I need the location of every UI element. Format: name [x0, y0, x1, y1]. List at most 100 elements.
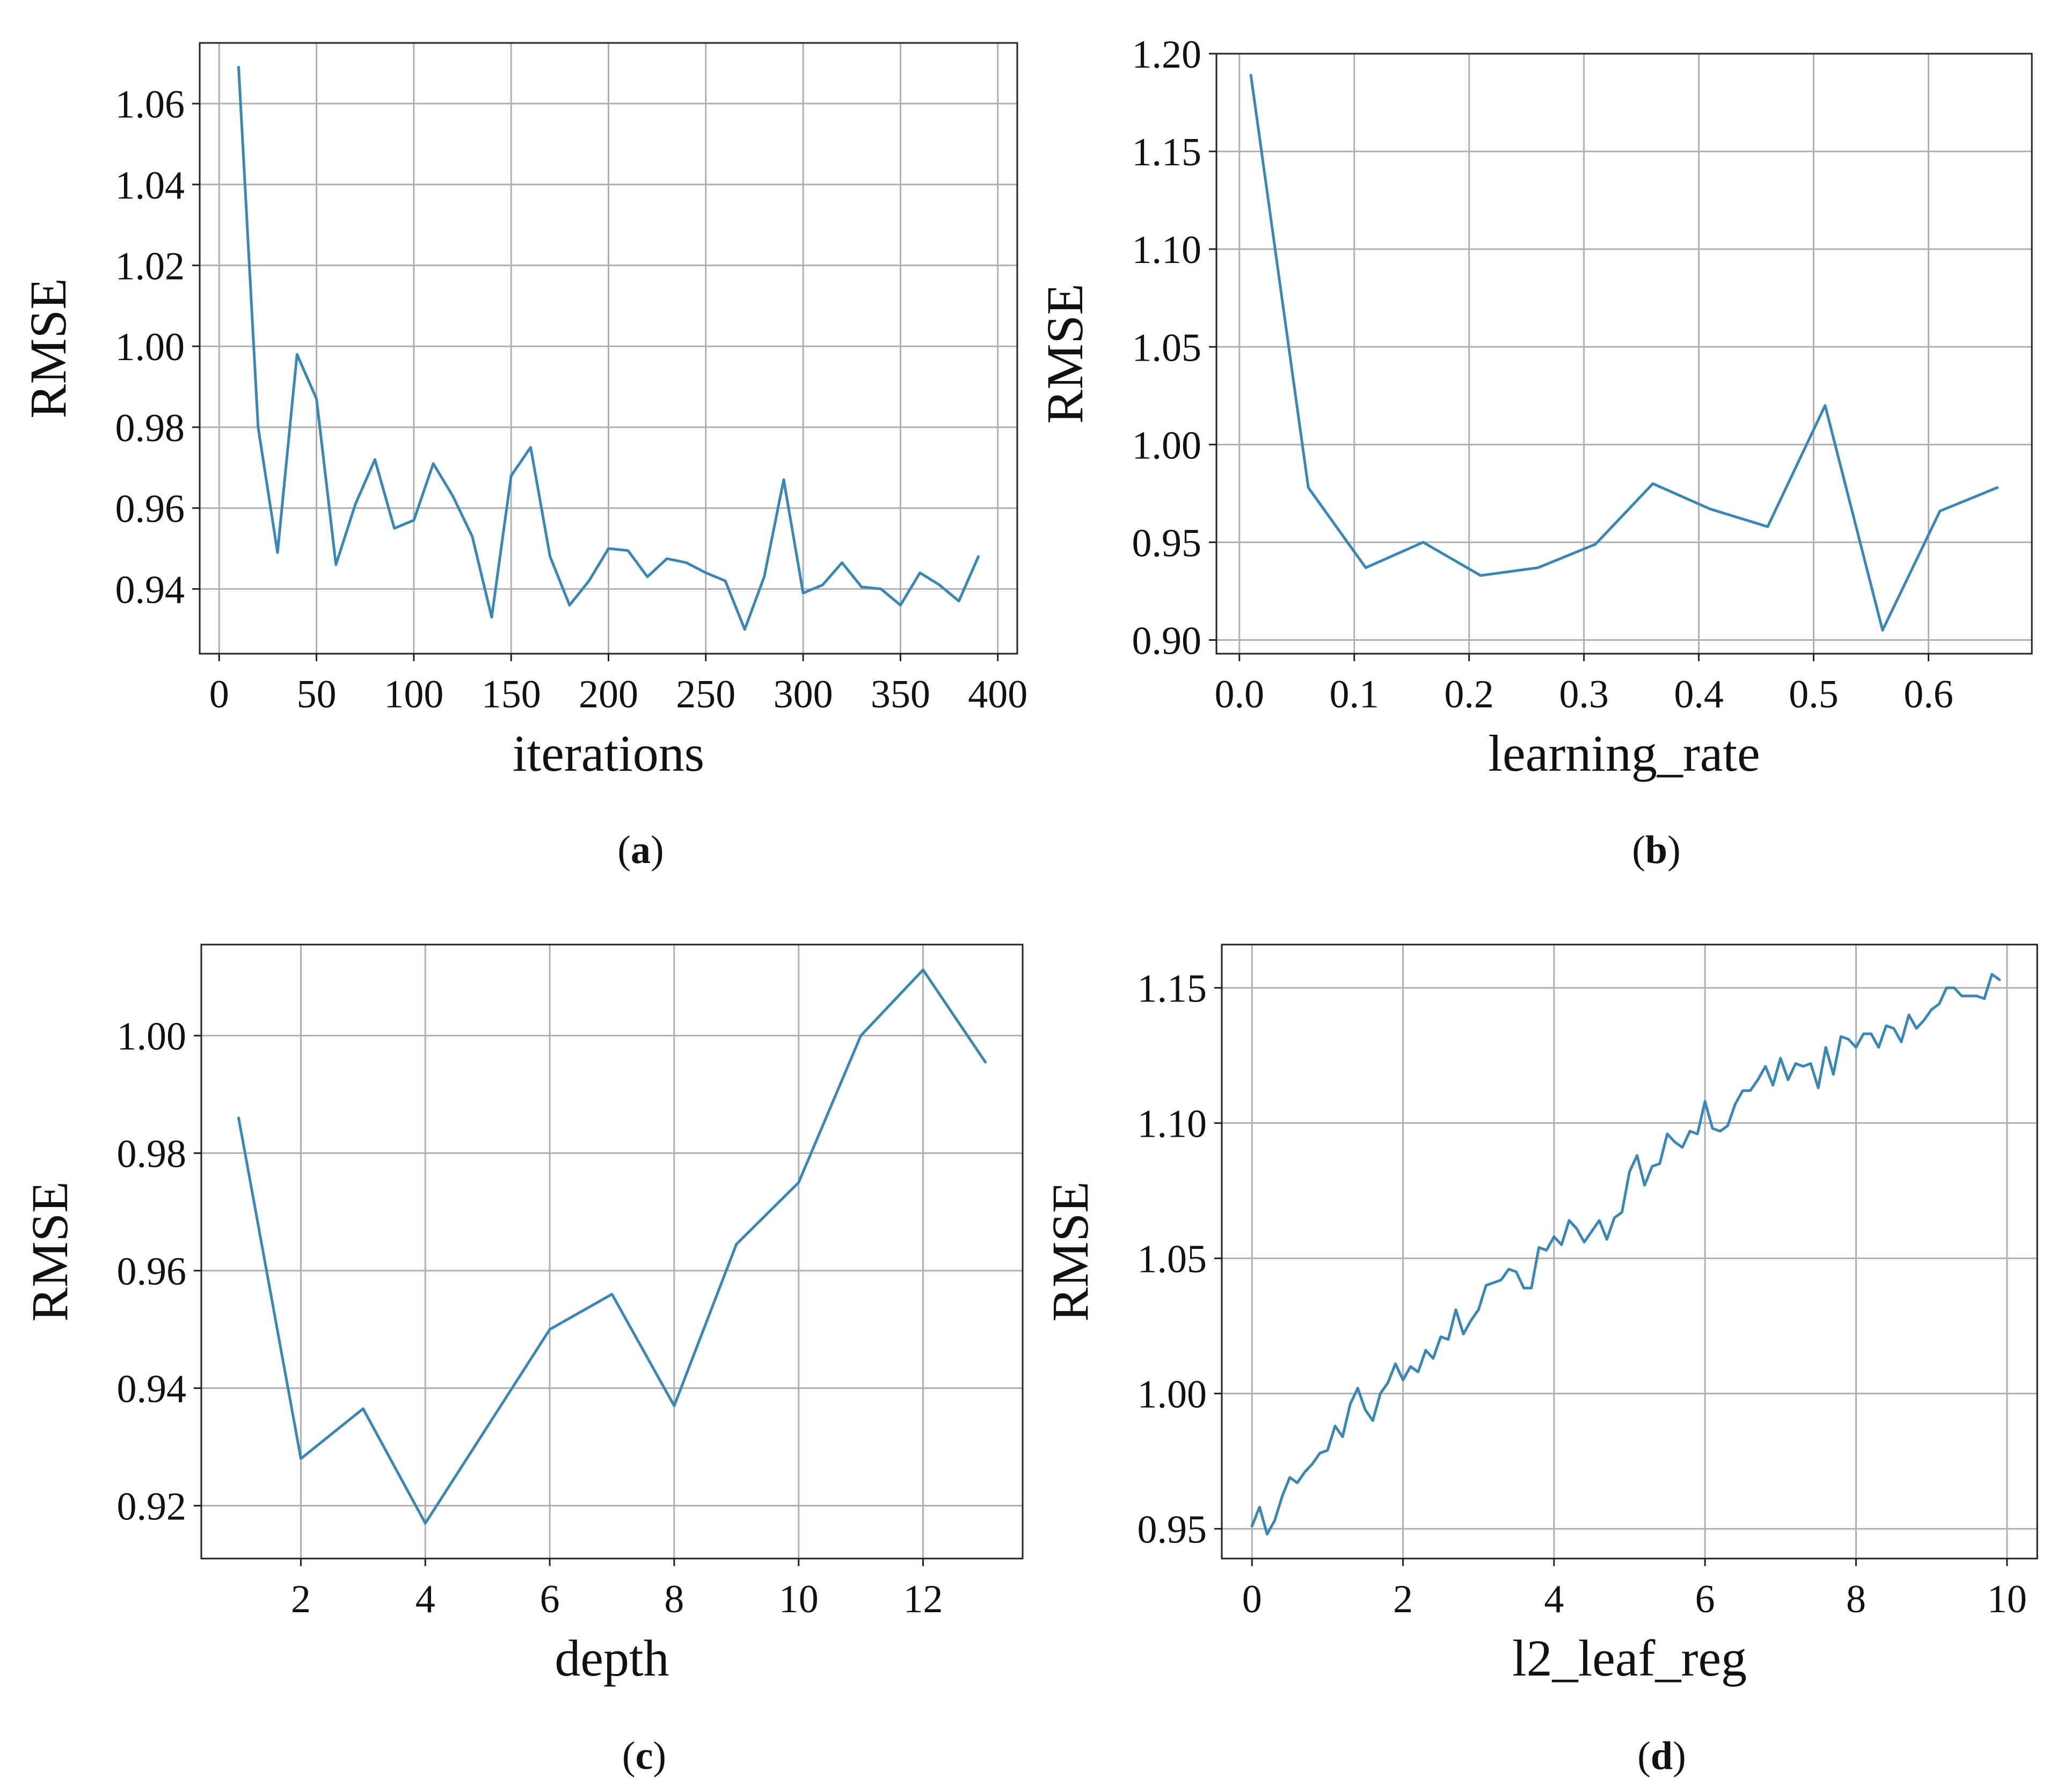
chart-d-data-point-80: [1855, 1047, 1857, 1049]
chart-d-data-point-69: [1772, 1084, 1774, 1086]
chart-b-y-tick-label-4: 1.10: [1132, 228, 1202, 272]
chart-a-data-point-0: [238, 66, 240, 68]
chart-d-data-point-5: [1289, 1476, 1291, 1479]
chart-d-data-point-92: [1945, 987, 1948, 989]
chart-a-x-tick-label-0: 0: [209, 672, 229, 716]
chart-a-data-point-25: [724, 580, 726, 582]
chart-c-y-axis-label: RMSE: [21, 1181, 78, 1321]
chart-b-data-point-8: [1709, 508, 1711, 510]
chart-c: 2 4 6 8 10 12 0.92 0.94 0.96 0.98 1.00 depth RMSE (c): [21, 943, 1024, 1778]
chart-c-data-point-3: [424, 1522, 426, 1524]
chart-d-data-point-31: [1485, 1284, 1487, 1286]
chart-a-y-tick-label-2: 0.98: [115, 406, 185, 450]
chart-d-data-point-8: [1311, 1463, 1314, 1465]
chart-b-y-tick-label-2: 1.00: [1132, 423, 1202, 467]
chart-d-data-point-62: [1719, 1130, 1721, 1132]
chart-d-data-point-15: [1364, 1409, 1366, 1411]
chart-a-data-point-6: [354, 503, 356, 505]
chart-d-x-axis-label: l2_leaf_reg: [1512, 1629, 1747, 1687]
chart-d-data-point-90: [1930, 1008, 1933, 1011]
chart-c-y-tick-label-2: 0.96: [117, 1250, 187, 1294]
chart-a-data-point-17: [568, 604, 571, 606]
chart-d-data-point-47: [1606, 1238, 1608, 1240]
chart-b-data-point-1: [1307, 486, 1309, 488]
chart-d-data-point-59: [1696, 1133, 1698, 1135]
chart-a-data-point-15: [529, 447, 531, 449]
chart-b-data-point-13: [1996, 486, 1999, 488]
chart-c-y-tick-label-3: 0.98: [117, 1132, 187, 1176]
chart-a-data-point-28: [783, 479, 785, 481]
chart-d-data-point-51: [1636, 1154, 1638, 1157]
chart-d-data-point-11: [1334, 1425, 1336, 1427]
chart-c-data-point-0: [238, 1117, 240, 1119]
chart-a-data-point-26: [743, 628, 746, 631]
chart-b-panel-letter: b: [1645, 828, 1667, 872]
chart-d-data-point-58: [1689, 1130, 1691, 1132]
chart-a-x-tick-label-8: 400: [968, 672, 1027, 716]
chart-c-series-line: [237, 968, 987, 1525]
chart-c-data-point-7: [673, 1405, 675, 1407]
chart-d-data-point-98: [1991, 973, 1993, 975]
chart-d-data-point-34: [1507, 1268, 1510, 1270]
chart-d-data-point-74: [1810, 1063, 1812, 1065]
chart-a-panel-letter: a: [631, 828, 651, 872]
chart-b-data-point-5: [1537, 567, 1539, 569]
chart-c-data-point-12: [984, 1061, 986, 1063]
chart-a-data-point-20: [627, 550, 629, 552]
chart-b-series-line: [1249, 74, 1999, 632]
chart-d-data-point-81: [1863, 1033, 1865, 1035]
chart-d-data-point-70: [1780, 1057, 1782, 1059]
chart-d-data-point-30: [1477, 1308, 1479, 1311]
chart-a-data-point-12: [471, 535, 473, 537]
chart-a-x-tick-label-7: 350: [871, 672, 930, 716]
chart-a-data-point-21: [646, 576, 648, 578]
chart-d-data-point-45: [1591, 1230, 1593, 1232]
chart-b-data-point-0: [1250, 74, 1252, 76]
chart-d-data-point-41: [1561, 1244, 1563, 1246]
chart-d-data-point-7: [1304, 1471, 1306, 1473]
chart-c-y-tick-label-0: 0.92: [117, 1484, 187, 1528]
chart-a-data-point-19: [608, 547, 610, 550]
chart-d-data-point-95: [1968, 995, 1970, 997]
chart-d-data-point-72: [1795, 1063, 1797, 1065]
chart-d-data-point-86: [1900, 1041, 1902, 1043]
chart-d-data-point-3: [1273, 1519, 1275, 1522]
chart-a-data-point-31: [841, 561, 843, 564]
chart-c-x-tick-label-5: 12: [903, 1577, 943, 1621]
chart-a-x-axis-label: iterations: [513, 725, 704, 782]
chart-d-data-point-2: [1266, 1533, 1268, 1535]
chart-d-data-point-20: [1402, 1379, 1404, 1381]
chart-d-data-point-57: [1681, 1146, 1683, 1149]
chart-a-data-point-8: [393, 527, 396, 529]
chart-a-y-tick-label-1: 0.96: [115, 487, 185, 531]
chart-d-data-point-42: [1568, 1219, 1570, 1222]
chart-d-data-point-17: [1379, 1393, 1381, 1395]
chart-a-data-point-35: [919, 572, 921, 574]
chart-d-data-point-28: [1462, 1333, 1464, 1335]
chart-d: 0 2 4 6 8 10 0.95 1.00 1.05 1.10 1.15 l2_leaf_reg RM…: [1041, 943, 2038, 1778]
chart-c-data-point-1: [300, 1458, 302, 1460]
chart-b-y-tick-label-5: 1.15: [1132, 130, 1202, 174]
chart-b-x-tick-label-0: 0.0: [1215, 672, 1265, 716]
chart-a-data-point-22: [666, 558, 668, 560]
chart-a-x-tick-label-6: 300: [774, 672, 833, 716]
chart-c-x-tick-label-3: 8: [664, 1577, 684, 1621]
chart-d-data-point-52: [1644, 1184, 1646, 1187]
chart-d-data-point-67: [1757, 1079, 1759, 1081]
chart-a-x-tick-label-1: 50: [297, 672, 337, 716]
chart-d-x-tick-label-3: 6: [1695, 1577, 1715, 1621]
chart-b-x-tick-label-5: 0.5: [1789, 672, 1839, 716]
chart-a-y-tick-label-5: 1.04: [115, 164, 185, 208]
chart-a-data-point-18: [588, 580, 590, 582]
chart-d-data-point-23: [1425, 1349, 1427, 1351]
chart-d-data-point-21: [1410, 1365, 1412, 1367]
chart-a-y-axis-label: RMSE: [19, 278, 77, 418]
chart-c-x-axis-label: depth: [555, 1629, 669, 1687]
chart-a-data-point-32: [861, 586, 863, 588]
chart-a-y-tick-label-6: 1.06: [115, 83, 185, 127]
chart-d-x-tick-label-2: 4: [1544, 1577, 1564, 1621]
chart-a-data-point-3: [296, 353, 298, 355]
chart-c-data-point-4: [486, 1425, 489, 1428]
chart-d-data-point-65: [1741, 1089, 1744, 1092]
chart-a-data-point-36: [938, 584, 940, 586]
